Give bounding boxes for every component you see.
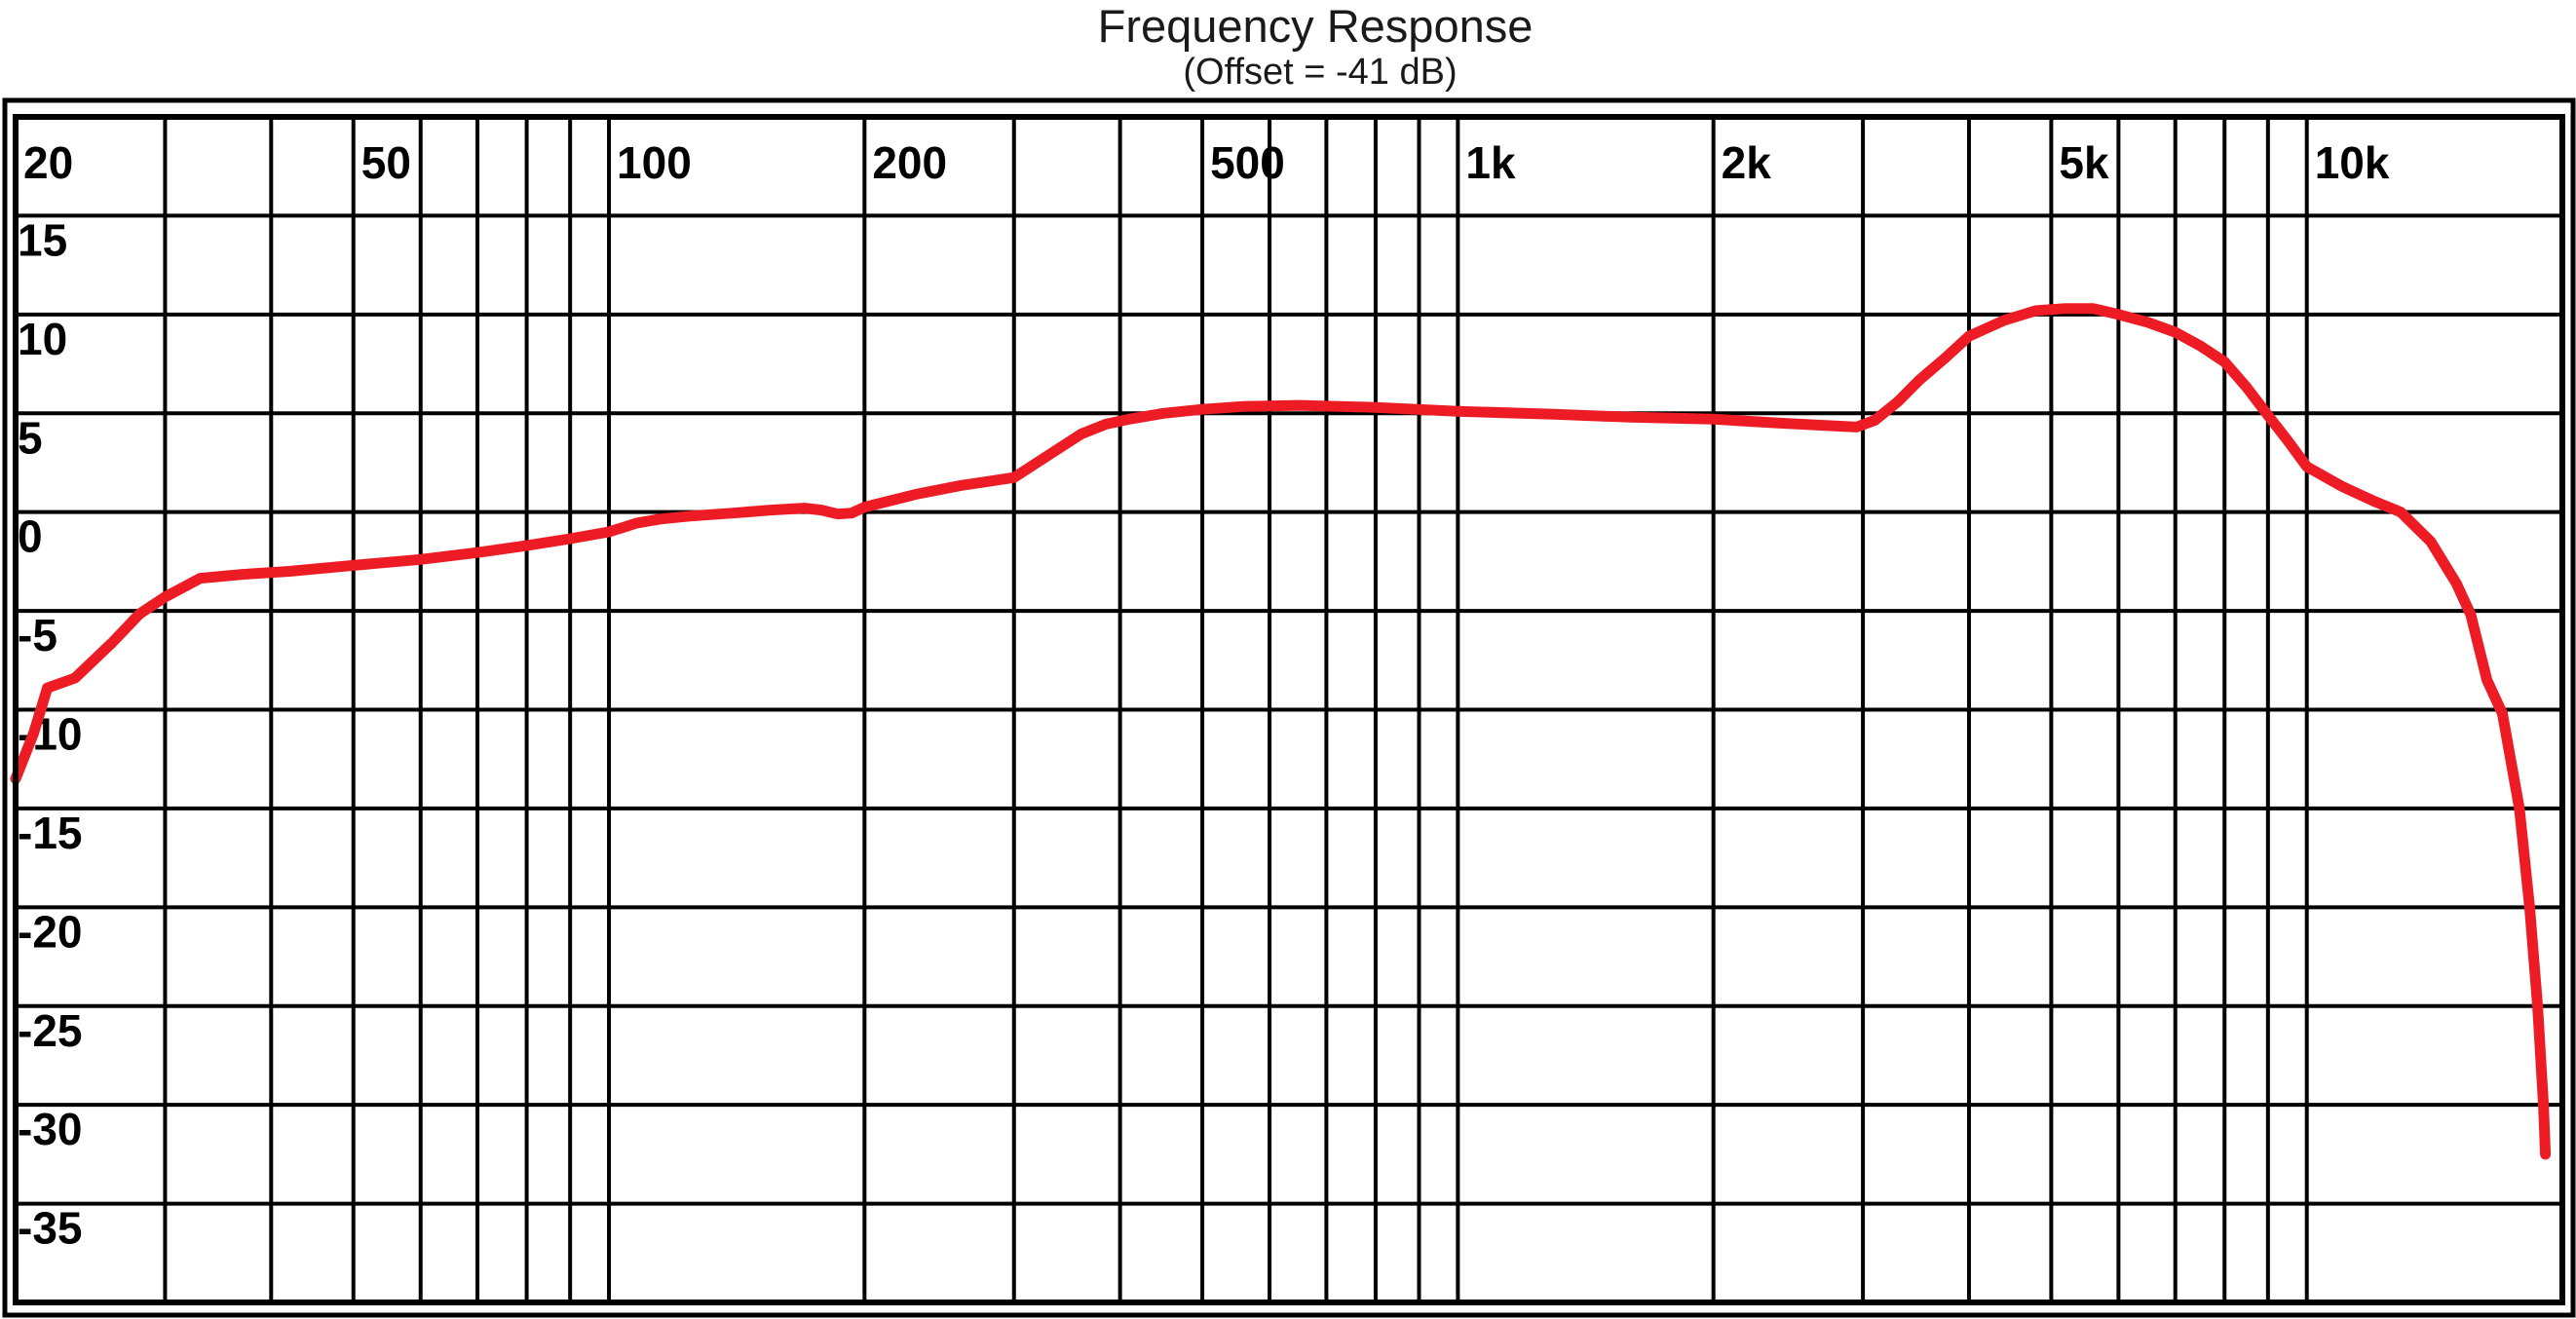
freq-label-100: 100 (617, 137, 692, 188)
freq-label-2k: 2k (1722, 137, 1772, 188)
response-curve (10, 303, 2552, 1160)
db-label-15: 15 (18, 214, 67, 265)
db-label-5: 5 (18, 412, 43, 463)
outer-border (2, 97, 2576, 1318)
db-label--35: -35 (18, 1203, 82, 1254)
db-label--25: -25 (18, 1005, 82, 1056)
db-label-0: 0 (18, 511, 43, 562)
frequency-tick-labels: 20 50 100 200 500 1k 2k 5k 10k (23, 137, 2390, 188)
db-label--30: -30 (18, 1104, 82, 1154)
freq-label-10k: 10k (2315, 137, 2390, 188)
db-label--15: -15 (18, 808, 82, 858)
freq-label-500: 500 (1210, 137, 1285, 188)
freq-label-20: 20 (23, 137, 73, 188)
freq-label-50: 50 (361, 137, 411, 188)
chart-subtitle: (Offset = -41 dB) (1183, 52, 1457, 93)
chart-title: Frequency Response (1098, 0, 1534, 52)
freq-label-1k: 1k (1465, 137, 1516, 188)
db-label--5: -5 (18, 610, 57, 660)
plot-frame (13, 114, 2565, 1305)
db-label-10: 10 (18, 314, 67, 364)
db-gridlines (16, 213, 2562, 1206)
freq-label-200: 200 (872, 137, 947, 188)
db-label--20: -20 (18, 906, 82, 957)
freq-label-5k: 5k (2059, 137, 2109, 188)
